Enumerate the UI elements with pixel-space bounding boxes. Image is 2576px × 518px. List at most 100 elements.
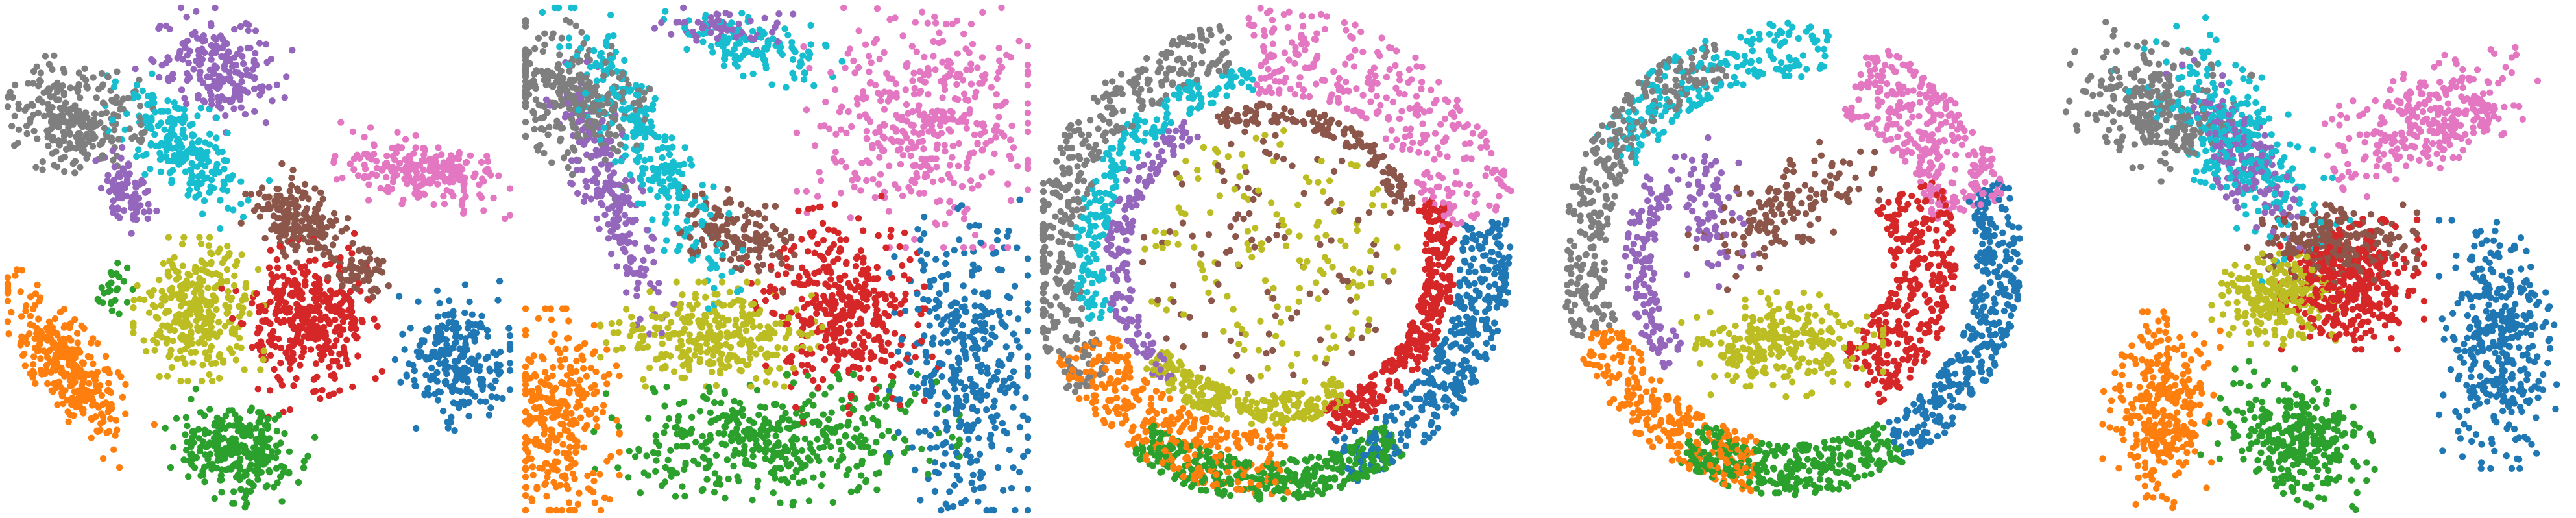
scatter-point xyxy=(891,434,898,441)
scatter-point xyxy=(698,487,705,495)
scatter-point xyxy=(229,315,236,322)
scatter-point xyxy=(966,223,973,230)
scatter-point xyxy=(724,186,731,193)
scatter-point xyxy=(290,231,297,238)
scatter-point xyxy=(869,176,877,183)
scatter-point xyxy=(670,301,677,308)
scatter-point xyxy=(825,125,833,132)
scatter-point xyxy=(778,260,785,267)
scatter-point xyxy=(795,312,802,319)
scatter-point xyxy=(156,277,163,284)
scatter-point xyxy=(864,114,871,122)
scatter-point xyxy=(736,399,744,407)
scatter-point xyxy=(1024,373,1032,380)
scatter-point xyxy=(927,432,934,439)
scatter-point xyxy=(558,34,565,42)
scatter-point xyxy=(867,354,875,362)
scatter-point xyxy=(186,281,193,288)
scatter-point xyxy=(317,189,324,196)
scatter-point xyxy=(699,30,707,38)
scatter-point xyxy=(123,264,131,271)
scatter-point xyxy=(69,346,77,353)
scatter-point xyxy=(244,44,252,52)
scatter-point xyxy=(258,409,265,416)
scatter-point xyxy=(211,495,218,502)
scatter-point xyxy=(690,457,698,464)
scatter-point xyxy=(29,80,37,87)
scatter-point xyxy=(631,453,639,460)
scatter-point xyxy=(591,348,598,355)
scatter-point xyxy=(274,448,282,456)
scatter-point xyxy=(247,454,254,462)
scatter-point xyxy=(590,477,598,485)
scatter-point xyxy=(173,143,180,151)
scatter-point xyxy=(910,69,917,77)
scatter-point xyxy=(642,265,650,273)
scatter-point xyxy=(277,319,284,326)
scatter-point xyxy=(261,460,269,467)
scatter-point xyxy=(104,408,112,415)
scatter-point xyxy=(894,348,902,355)
scatter-point xyxy=(448,413,455,421)
scatter-point xyxy=(798,330,806,338)
scatter-point xyxy=(651,25,659,32)
scatter-point xyxy=(967,459,974,466)
scatter-point xyxy=(679,349,687,356)
scatter-point xyxy=(948,443,955,450)
scatter-point xyxy=(193,57,200,65)
scatter-point xyxy=(319,350,326,358)
scatter-point xyxy=(609,145,616,152)
scatter-point xyxy=(142,113,149,120)
scatter-point xyxy=(36,294,44,301)
scatter-point xyxy=(949,20,956,28)
scatter-point xyxy=(8,123,16,130)
scatter-point xyxy=(94,295,101,303)
scatter-point xyxy=(90,74,97,81)
scatter-point xyxy=(886,16,893,23)
scatter-point xyxy=(208,101,215,108)
scatter-point xyxy=(126,125,134,132)
scatter-point xyxy=(877,143,884,150)
scatter-point xyxy=(506,386,514,393)
scatter-point xyxy=(546,123,553,130)
scatter-point xyxy=(188,461,195,468)
scatter-point xyxy=(723,221,731,228)
scatter-point xyxy=(978,313,986,320)
scatter-point xyxy=(801,435,808,443)
scatter-point xyxy=(749,70,757,78)
scatter-point xyxy=(215,73,223,80)
scatter-point xyxy=(281,232,288,239)
scatter-point xyxy=(306,258,313,265)
scatter-point xyxy=(395,293,403,300)
scatter-point xyxy=(1024,300,1032,307)
scatter-point xyxy=(687,156,694,163)
scatter-point xyxy=(109,147,116,154)
scatter-point xyxy=(446,175,453,182)
scatter-point xyxy=(607,151,614,158)
scatter-point xyxy=(223,266,231,273)
scatter-point xyxy=(125,94,132,102)
scatter-point xyxy=(894,147,902,154)
scatter-point xyxy=(237,178,245,185)
scatter-point xyxy=(60,129,67,136)
scatter-point xyxy=(164,108,171,115)
scatter-point xyxy=(571,506,578,514)
scatter-point xyxy=(192,268,200,275)
scatter-point xyxy=(701,278,709,286)
scatter-point xyxy=(345,244,352,251)
scatter-point xyxy=(311,290,319,297)
scatter-point xyxy=(650,258,657,266)
scatter-point xyxy=(204,284,212,291)
scatter-point xyxy=(1006,309,1013,317)
scatter-point xyxy=(461,281,469,288)
scatter-point xyxy=(746,432,753,439)
scatter-point xyxy=(237,200,245,208)
scatter-point xyxy=(738,201,745,208)
scatter-point xyxy=(332,308,339,315)
scatter-point xyxy=(268,271,275,278)
scatter-point xyxy=(265,177,273,184)
scatter-point xyxy=(169,260,176,268)
scatter-point xyxy=(27,312,34,320)
scatter-point xyxy=(388,167,395,175)
scatter-point xyxy=(234,473,241,480)
